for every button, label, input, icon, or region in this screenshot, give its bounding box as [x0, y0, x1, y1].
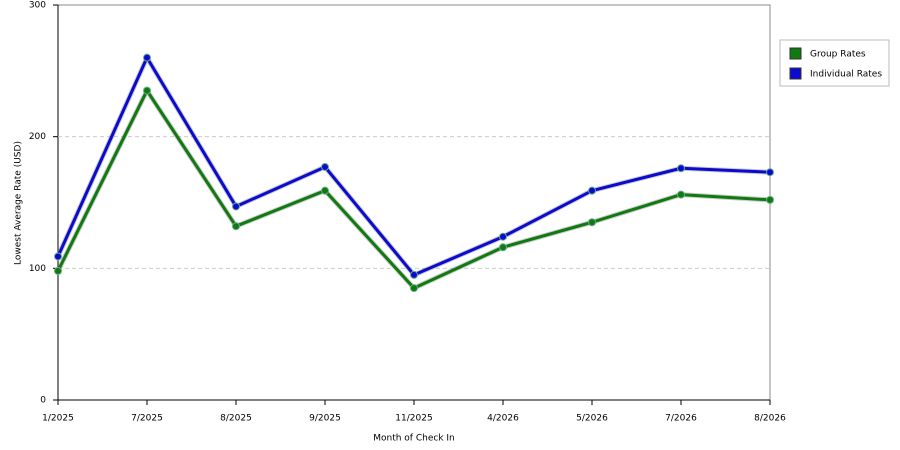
point — [321, 186, 329, 195]
point — [410, 270, 418, 279]
point — [766, 168, 774, 177]
point — [143, 53, 151, 62]
point — [677, 164, 685, 173]
y-tick-label: 300 — [29, 1, 46, 11]
legend-swatch — [789, 47, 802, 60]
series-line — [56, 89, 771, 290]
point — [54, 252, 62, 261]
x-tick-label: 4/2026 — [487, 414, 519, 424]
x-tick-label: 5/2026 — [576, 414, 608, 424]
point — [410, 284, 418, 293]
legend-label: Individual Rates — [810, 70, 882, 80]
point — [766, 195, 774, 204]
point — [677, 190, 685, 199]
x-tick-label: 1/2025 — [42, 414, 74, 424]
x-tick-label: 7/2026 — [665, 414, 697, 424]
point — [499, 243, 507, 252]
x-tick-label: 8/2026 — [754, 414, 786, 424]
point — [143, 86, 151, 95]
point — [232, 222, 240, 231]
y-axis-label: Lowest Average Rate (USD) — [14, 141, 24, 265]
legend-swatch — [789, 67, 802, 80]
point — [232, 202, 240, 211]
y-tick-label: 100 — [29, 264, 46, 274]
series-line — [56, 56, 771, 277]
point — [321, 162, 329, 171]
x-tick-label: 9/2025 — [309, 414, 341, 424]
x-axis-label: Month of Check In — [373, 434, 455, 444]
point — [499, 232, 507, 241]
x-tick-label: 11/2025 — [395, 414, 432, 424]
x-tick-label: 8/2025 — [220, 414, 252, 424]
y-tick-label: 200 — [29, 132, 46, 142]
legend-label: Group Rates — [810, 50, 866, 60]
point — [54, 266, 62, 275]
x-tick-label: 7/2025 — [131, 414, 163, 424]
point — [588, 218, 596, 227]
y-tick-label: 0 — [40, 396, 46, 406]
point — [588, 186, 596, 195]
